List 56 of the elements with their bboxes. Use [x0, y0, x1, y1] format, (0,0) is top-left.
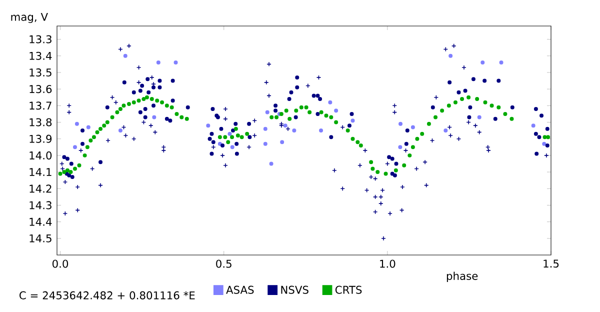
- y-tick-label: 13.6: [30, 85, 52, 94]
- legend-label: CRTS: [335, 286, 362, 294]
- point: [228, 132, 232, 136]
- legend-label: ASAS: [226, 286, 254, 294]
- point: [328, 100, 332, 104]
- legend-label: NSVS: [281, 286, 308, 294]
- point: [263, 142, 268, 146]
- point: [350, 118, 355, 123]
- point: [156, 60, 160, 65]
- y-tick-label: 13.5: [30, 68, 52, 76]
- point: [319, 128, 324, 133]
- point: [477, 115, 482, 120]
- point: [206, 124, 210, 128]
- point: [123, 54, 128, 58]
- point: [480, 60, 485, 65]
- x-tick-label: 1.5: [544, 260, 559, 268]
- x-axis-title: phase: [446, 272, 478, 282]
- x-tick-label: 0.5: [216, 260, 232, 268]
- point: [218, 142, 222, 146]
- point: [448, 54, 453, 58]
- y-tick-label: 14.1: [30, 168, 52, 176]
- point: [531, 124, 536, 128]
- point: [152, 115, 156, 120]
- y-tick-label: 13.9: [30, 134, 52, 143]
- point: [398, 122, 403, 126]
- point: [265, 110, 270, 114]
- x-tick-label: 1.0: [380, 260, 396, 268]
- y-tick-label: 14.2: [30, 184, 52, 193]
- y-tick-label: 14.3: [30, 201, 52, 210]
- y-tick-label: 13.8: [30, 118, 52, 126]
- point: [444, 128, 448, 133]
- point: [74, 122, 79, 126]
- point: [174, 60, 178, 65]
- point: [280, 140, 284, 144]
- point: [230, 145, 234, 150]
- point: [398, 145, 402, 150]
- y-tick-label: 13.7: [30, 102, 52, 110]
- point: [292, 128, 296, 133]
- y-tick-label: 13.3: [30, 35, 52, 44]
- y-axis-title: mag, V: [11, 13, 48, 23]
- y-tick-label: 13.4: [30, 52, 52, 60]
- x-tick-label: 0.0: [52, 260, 68, 268]
- point: [263, 126, 268, 131]
- point: [542, 142, 546, 146]
- point: [283, 124, 288, 128]
- y-tick-label: 14.5: [30, 234, 52, 242]
- y-tick-label: 14.0: [30, 151, 52, 160]
- point: [86, 125, 90, 130]
- point: [269, 162, 274, 166]
- point: [118, 128, 122, 133]
- point: [334, 108, 338, 113]
- point: [410, 125, 415, 130]
- text: C = 2453642.482 + 0.801116 *E: [20, 291, 195, 300]
- y-tick-label: 14.4: [30, 218, 52, 226]
- point: [72, 145, 77, 150]
- point: [499, 60, 504, 65]
